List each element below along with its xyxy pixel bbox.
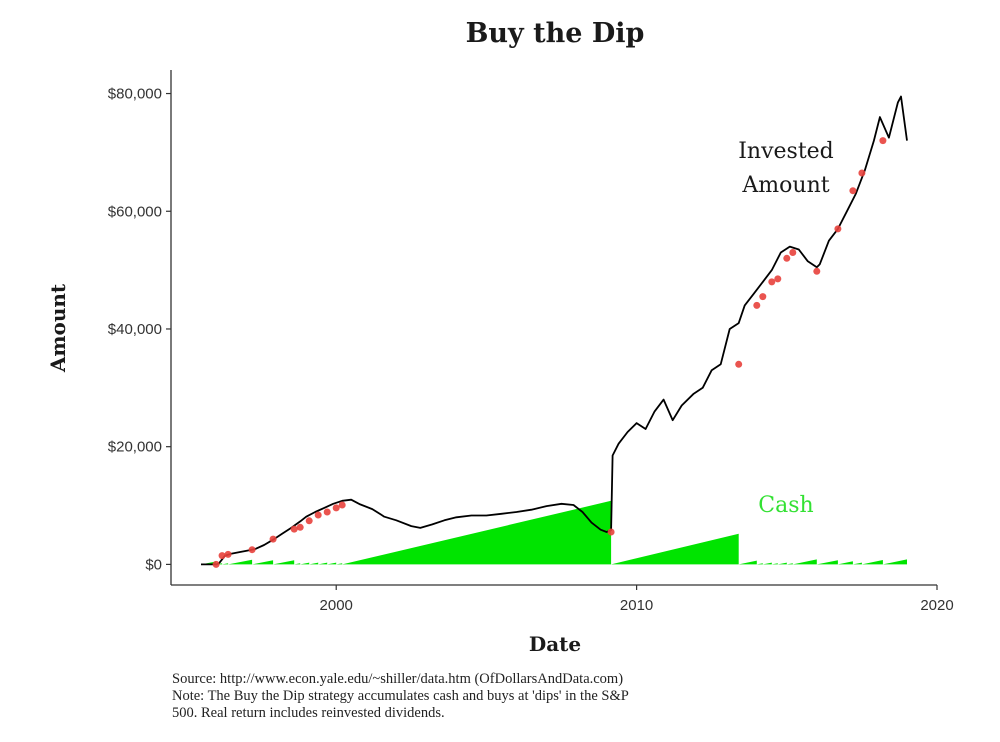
cash-label: Cash [758, 493, 813, 518]
buy-point [759, 293, 767, 301]
invested-amount-label-line1: Invested [738, 139, 834, 164]
y-tick-label: $80,000 [108, 86, 162, 103]
note-line-2: 500. Real return includes reinvested div… [172, 705, 445, 721]
buy-point [305, 517, 313, 525]
buy-point [813, 267, 821, 275]
y-tick-label: $0 [145, 556, 162, 573]
y-axis-title: Amount [46, 283, 70, 373]
buy-point [783, 254, 791, 262]
buy-point [735, 360, 743, 368]
buy-point [269, 535, 277, 543]
plot-area [201, 95, 908, 568]
x-tick-label: 2000 [320, 597, 353, 614]
invested-amount-line [201, 95, 908, 566]
buy-point [858, 169, 866, 177]
buy-point [338, 501, 346, 509]
x-axis-ticks: 2000 2010 2020 [320, 585, 954, 614]
source-line: Source: http://www.econ.yale.edu/~shille… [172, 671, 623, 687]
buy-point [290, 525, 298, 533]
chart-title: Buy the Dip [466, 18, 645, 49]
y-tick-label: $20,000 [108, 439, 162, 456]
buy-point [789, 249, 797, 256]
buy-point [323, 508, 331, 516]
buy-point [332, 504, 340, 512]
buy-point [774, 275, 782, 283]
buy-point [607, 528, 615, 536]
y-tick-label: $60,000 [108, 203, 162, 220]
buy-point [879, 137, 887, 145]
buy-points-series [212, 137, 887, 568]
cash-series [201, 500, 907, 565]
note-line-1: Note: The Buy the Dip strategy accumulat… [172, 688, 629, 704]
buy-point [768, 278, 776, 286]
buy-point [849, 187, 857, 195]
invested-amount-label-line2: Amount [741, 173, 829, 198]
buy-point [314, 511, 322, 519]
buy-point [212, 560, 220, 568]
x-tick-label: 2020 [920, 597, 953, 614]
invested-series [201, 95, 908, 566]
x-axis-title: Date [529, 632, 581, 656]
buy-point [753, 301, 761, 309]
y-axis-ticks: $0 $20,000 $40,000 $60,000 $80,000 [108, 86, 171, 573]
x-tick-label: 2010 [620, 597, 653, 614]
buy-point [224, 550, 232, 558]
buy-point [834, 225, 842, 233]
buy-point [248, 546, 256, 554]
cash-area [201, 500, 907, 565]
y-tick-label: $40,000 [108, 321, 162, 338]
buy-point [296, 523, 304, 531]
buy-point [218, 552, 226, 560]
